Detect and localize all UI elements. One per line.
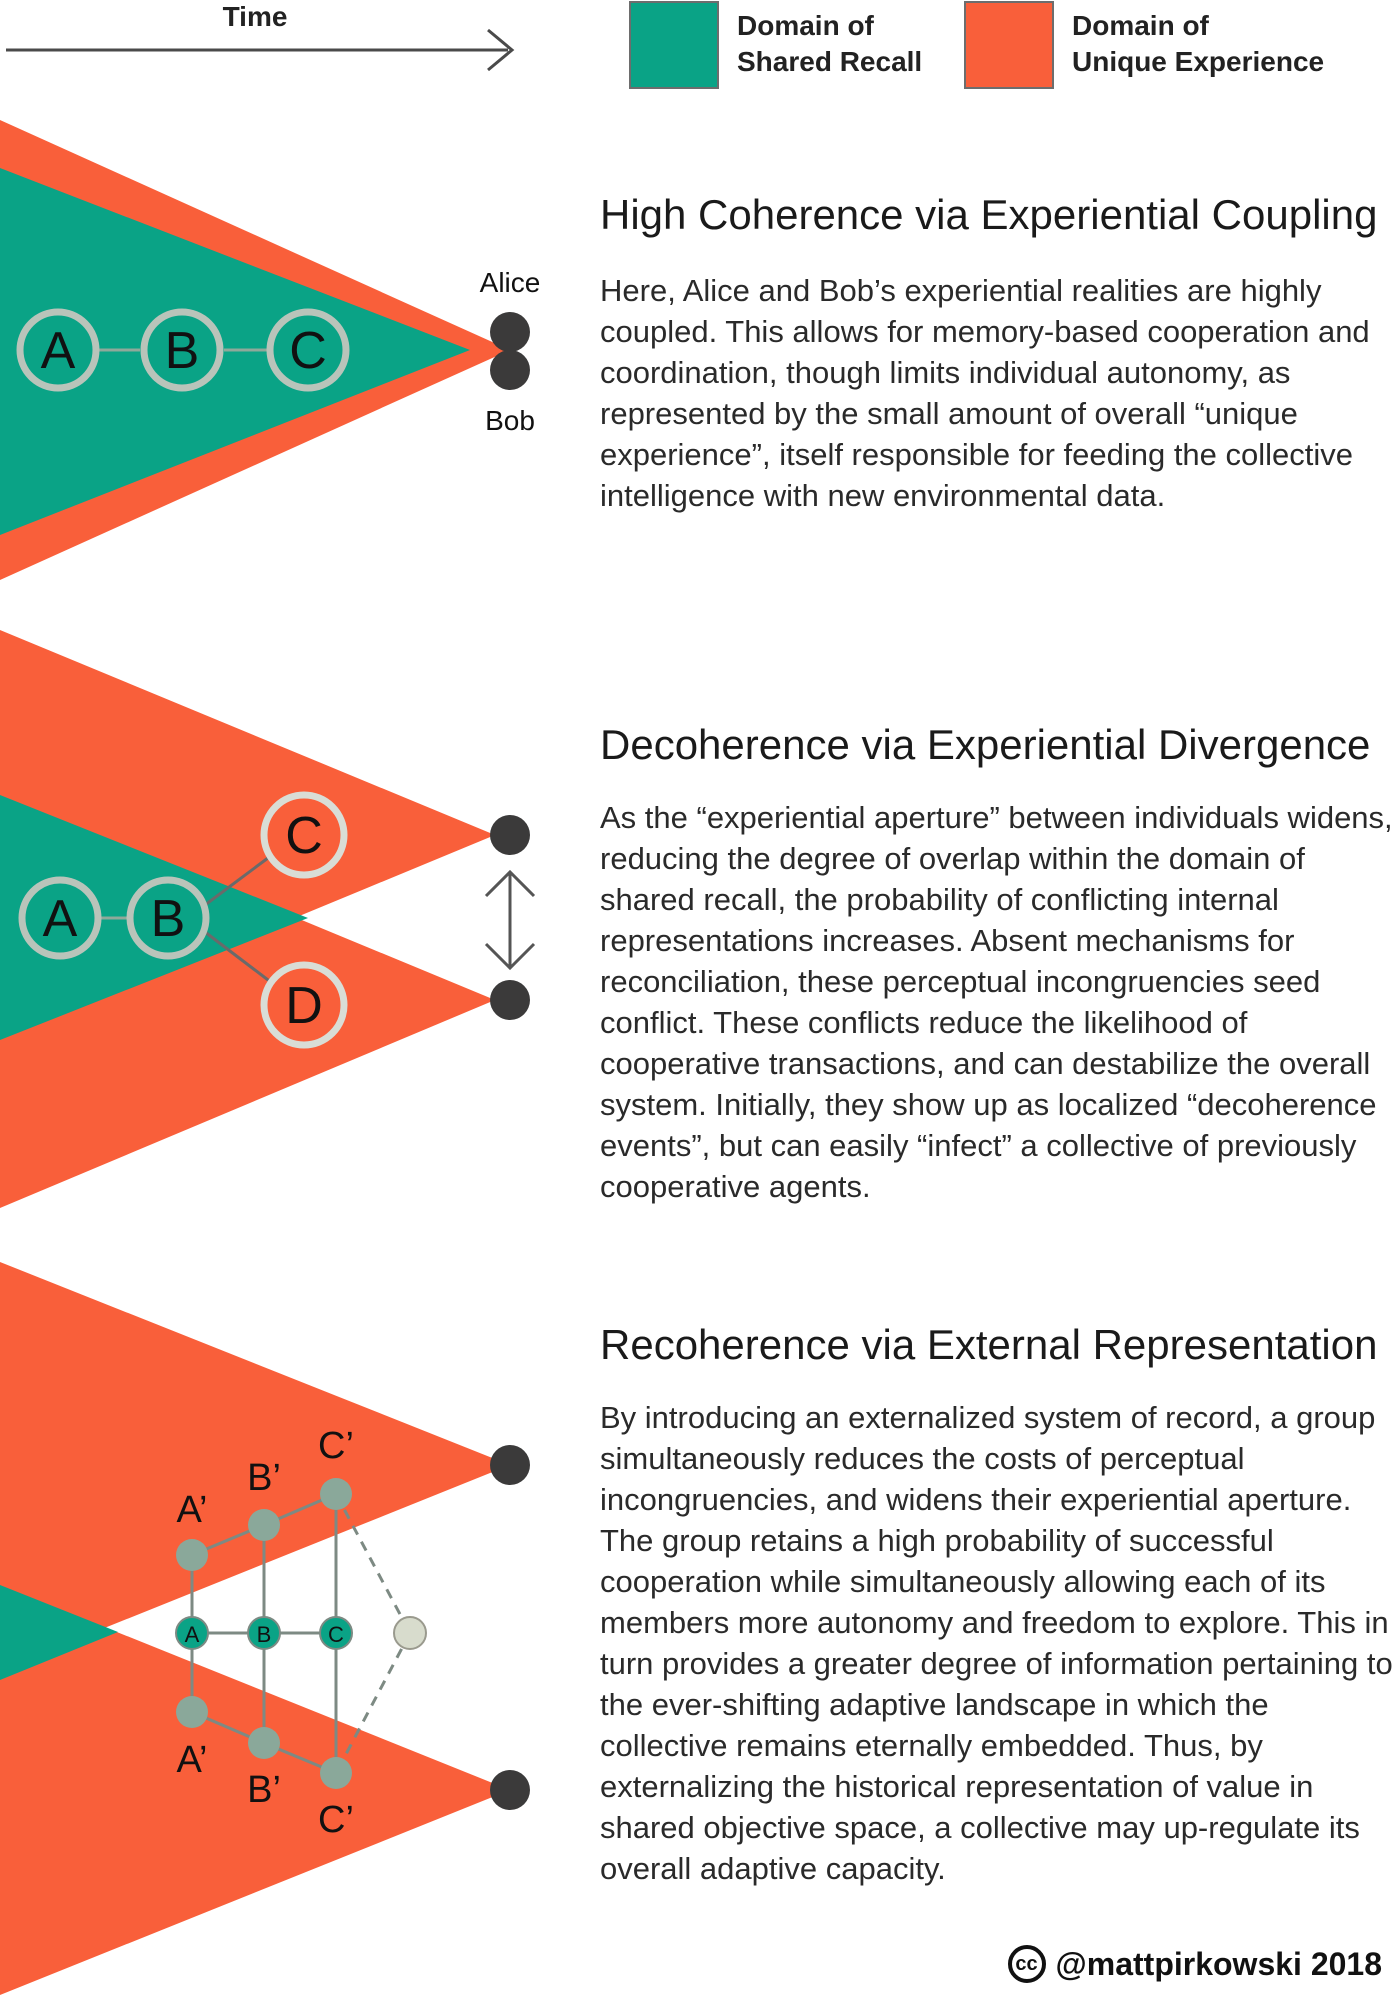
- panel-2-node-a: [18, 876, 102, 960]
- aperture-arrow-down-head: [484, 942, 536, 971]
- panel-3-upper-node-b-label: B’: [247, 1457, 281, 1499]
- panel-3-upper-node-a: [176, 1539, 208, 1571]
- panel-2-node-a-label: A: [43, 890, 78, 948]
- panel-2-node-b-label: B: [151, 890, 186, 948]
- panel-2-node-b: [126, 876, 210, 960]
- panel-3-lower-node-c-label: C’: [318, 1799, 354, 1841]
- panel-3-upper-node-c: [320, 1478, 352, 1510]
- panel-3-person-bottom-dot: [490, 1770, 530, 1810]
- panel-2-link-b-c: [204, 853, 273, 907]
- panel-3-ghost-node: [393, 1616, 427, 1650]
- person-alice-dot: [490, 312, 530, 352]
- legend-unique-experience-line-1: Domain of: [1072, 10, 1209, 41]
- panel-2-shared-recall-area: [0, 795, 308, 1040]
- panel-3-shared-node-c-label: C: [328, 1622, 344, 1647]
- legend-swatch-unique-experience: [964, 1, 1054, 89]
- footer-credit: cc @mattpirkowski 2018: [1007, 1945, 1382, 1983]
- panel-1-node-b: [140, 308, 224, 392]
- legend-shared-recall-line-1: Domain of: [737, 10, 874, 41]
- legend-unique-experience-line-2: Unique Experience: [1072, 46, 1325, 77]
- panel-2-title: Decoherence via Experiential Divergence: [600, 721, 1371, 768]
- panel-2-node-c-label: C: [285, 807, 323, 865]
- legend-label-shared-recall: Domain of Shared Recall: [737, 8, 922, 80]
- panel-3-person-top-dot: [490, 1445, 530, 1485]
- credit-text: @mattpirkowski 2018: [1055, 1945, 1382, 1982]
- panel-3-lower-node-a: [176, 1696, 208, 1728]
- panel-1-node-a-label: A: [41, 322, 76, 380]
- panel-3-shared-node-c: [319, 1616, 353, 1650]
- time-arrow-head: [487, 28, 515, 72]
- panel-3-lower-node-b: [248, 1727, 280, 1759]
- panel-3-upper-node-c-label: C’: [318, 1425, 354, 1467]
- panel-3-shared-recall-area: [0, 1585, 118, 1680]
- legend-shared-recall-line-2: Shared Recall: [737, 46, 923, 77]
- panel-3-lower-node-b-label: B’: [247, 1769, 281, 1811]
- panel-3-dashed-upper: [334, 1493, 412, 1634]
- legend-label-unique-experience: Domain of Unique Experience: [1072, 8, 1324, 80]
- panel-3-shared-node-a-label: A: [185, 1622, 200, 1647]
- panel-2-node-d-label: D: [285, 977, 323, 1035]
- aperture-arrow-up-head: [484, 869, 536, 898]
- time-label: Time: [223, 1, 288, 32]
- panel-2-diagram: A B C D: [0, 630, 536, 1208]
- panel-2-link-b-d: [204, 930, 273, 985]
- panel-3-upper-unique-experience: [0, 1262, 510, 1670]
- panel-1-title: High Coherence via Experiential Coupling: [600, 191, 1378, 238]
- panel-1-node-b-label: B: [165, 322, 200, 380]
- panel-3-title: Recoherence via External Representation: [600, 1321, 1378, 1368]
- panel-3-lower-unique-experience: [0, 1585, 510, 1995]
- panel-3-shared-node-b-label: B: [257, 1622, 272, 1647]
- person-bob-label: Bob: [485, 405, 535, 436]
- panel-2-node-c: [260, 791, 348, 879]
- panel-3-lower-node-a-label: A’: [177, 1739, 208, 1781]
- panel-1-body: Here, Alice and Bob’s experiential reali…: [600, 273, 1370, 513]
- panel-3-shared-node-a: [175, 1616, 209, 1650]
- panel-2-node-d: [260, 961, 348, 1049]
- panel-1-diagram: A B C Alice Bob: [0, 120, 540, 580]
- panel-3-upper-node-b: [248, 1509, 280, 1541]
- panel-1-node-c: [266, 308, 350, 392]
- panel-3-lower-node-c: [320, 1757, 352, 1789]
- panel-1-node-a: [16, 308, 100, 392]
- panel-2-body: As the “experiential aperture” between i…: [600, 800, 1393, 1204]
- panel-3-diagram: A B C A’ B’ C’ A’ B’ C’: [0, 1262, 530, 1995]
- panel-3-body: By introducing an externalized system of…: [600, 1400, 1393, 1886]
- panel-3-shared-node-b: [247, 1616, 281, 1650]
- creative-commons-icon: cc: [1007, 1945, 1046, 1983]
- panel-2-person-bottom-dot: [490, 980, 530, 1020]
- panel-3-dashed-lower: [334, 1632, 412, 1774]
- panel-2-person-top-dot: [490, 815, 530, 855]
- person-alice-label: Alice: [480, 267, 541, 298]
- panel-1-node-c-label: C: [289, 322, 327, 380]
- legend-swatch-shared-recall: [629, 1, 719, 89]
- panel-3-upper-node-a-label: A’: [177, 1489, 208, 1531]
- person-bob-dot: [490, 350, 530, 390]
